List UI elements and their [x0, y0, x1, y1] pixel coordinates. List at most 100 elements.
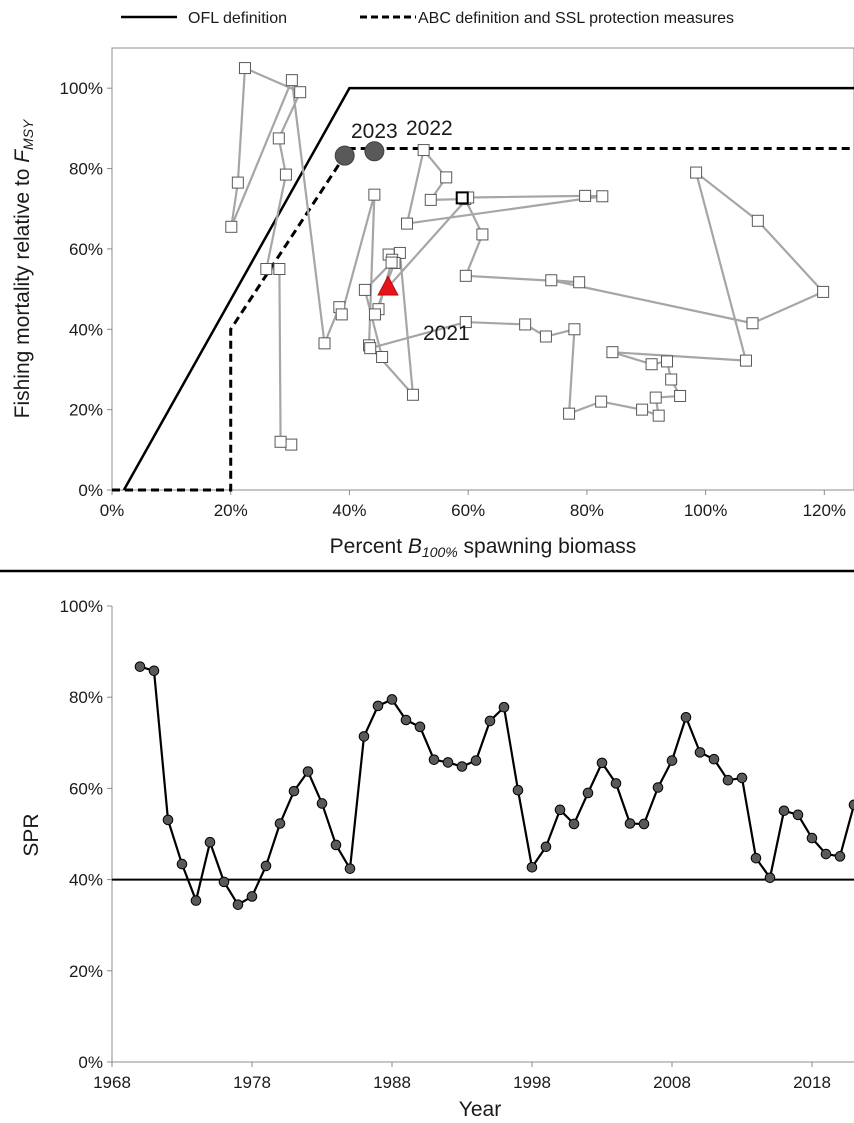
spr-point	[708, 753, 720, 765]
trajectory-point	[652, 409, 665, 422]
spr-series	[134, 661, 854, 910]
y-tick-label: 60%	[69, 779, 103, 798]
spr-point	[470, 755, 482, 766]
spr-point	[806, 832, 818, 844]
y-tick-label: 20%	[69, 962, 103, 981]
trajectory-point	[568, 323, 581, 336]
spr-x-axis-label: Year	[459, 1098, 501, 1121]
y-tick-label: 100%	[60, 597, 103, 616]
spr-point	[414, 721, 426, 733]
spr-point	[484, 715, 496, 727]
trajectory-point	[385, 256, 398, 269]
trajectory-point	[645, 358, 658, 371]
year-label-2021: 2021	[423, 322, 470, 345]
trajectory-point	[274, 435, 287, 448]
y-tick-label: 0%	[78, 481, 103, 500]
spr-ticks: 1968 1978 1988 1998 2008 2018 0% 20% 40% 60% 80% 10…	[60, 597, 831, 1092]
trajectory-point	[376, 350, 389, 363]
y-tick-label: 80%	[69, 160, 103, 179]
spr-point	[148, 665, 160, 677]
trajectory-point	[273, 263, 286, 275]
trajectory-point	[459, 269, 472, 282]
x-tick-label: 20%	[214, 501, 248, 520]
spr-point	[764, 872, 776, 884]
spr-point	[134, 661, 146, 672]
ofl-legend-label: OFL definition	[188, 10, 287, 27]
trajectory-point	[649, 391, 662, 404]
trajectory-point	[739, 354, 752, 367]
trajectory-point	[636, 403, 649, 416]
trajectory-point	[260, 263, 273, 275]
spr-point	[316, 798, 328, 809]
trajectory-point	[358, 283, 371, 296]
x-tick-label: 1978	[233, 1073, 271, 1092]
trajectory-point	[285, 74, 298, 87]
trajectory-point	[440, 171, 453, 184]
spr-point	[232, 899, 244, 910]
legend: OFL definition ABC definition and SSL pr…	[121, 10, 734, 27]
trajectory-point	[539, 330, 552, 343]
y-tick-label: 0%	[78, 1053, 103, 1072]
abc-line	[112, 146, 854, 492]
trajectory-point	[368, 308, 381, 321]
trajectory-point	[665, 373, 678, 386]
trajectory-point	[690, 166, 703, 179]
projection-point-2023	[334, 145, 355, 166]
phase-plane-axes	[111, 47, 854, 491]
spr-point	[246, 891, 258, 902]
x-tick-label: 80%	[570, 501, 604, 520]
spr-point	[218, 876, 230, 888]
phase-plane-chart: 0% 20% 40% 60% 80% 100% 120% 0% 20% 40% 60% 80% 100%…	[11, 47, 854, 560]
spr-point	[722, 774, 734, 786]
spr-point	[778, 805, 790, 817]
x-tick-label: 120%	[803, 501, 846, 520]
spr-line	[139, 665, 854, 906]
spr-point	[638, 818, 650, 830]
spr-point	[652, 782, 664, 793]
current-year-triangle	[377, 275, 399, 296]
spr-point	[680, 711, 692, 723]
y-tick-label: 60%	[69, 240, 103, 259]
trajectory-point	[335, 308, 348, 321]
x-tick-label: 0%	[100, 501, 125, 520]
spr-point	[400, 714, 412, 726]
spr-point	[820, 848, 832, 860]
spr-point	[540, 841, 552, 853]
x-tick-label: 1968	[93, 1073, 131, 1092]
projections	[334, 141, 399, 296]
spr-point	[344, 863, 356, 874]
abc-legend-label: ABC definition and SSL protection measur…	[418, 10, 734, 27]
trajectory-point	[318, 337, 331, 350]
trajectory-point	[401, 217, 414, 230]
x-tick-label: 40%	[332, 501, 366, 520]
spr-chart: 1968 1978 1988 1998 2008 2018 0% 20% 40% 60% 80% 10…	[20, 597, 854, 1121]
spr-point	[498, 701, 510, 713]
trajectory-point	[563, 407, 576, 420]
spr-point	[204, 836, 216, 848]
spr-point	[792, 809, 804, 821]
spr-point	[526, 861, 538, 873]
reference-lines	[112, 86, 854, 492]
trajectory-point	[406, 388, 419, 401]
projection-point-2022	[364, 141, 385, 162]
phase-plane-x-axis-label: Percent B100% spawning biomass	[330, 535, 637, 560]
phase-plane-plot-area	[111, 47, 854, 491]
x-tick-label: 2018	[793, 1073, 831, 1092]
spr-point	[512, 784, 524, 796]
y-tick-label: 100%	[60, 79, 103, 98]
x-tick-label: 1998	[513, 1073, 551, 1092]
trajectory-point	[817, 285, 830, 298]
x-tick-label: 2008	[653, 1073, 691, 1092]
spr-point	[456, 761, 468, 772]
x-tick-label: 60%	[451, 501, 485, 520]
trajectory	[225, 62, 830, 451]
trajectory-point	[285, 438, 298, 451]
spr-point	[596, 757, 608, 769]
spr-point	[666, 755, 678, 766]
trajectory-point	[751, 214, 764, 227]
phase-plane-ticks: 0% 20% 40% 60% 80% 100% 120% 0% 20% 40% 60% 80% 100%	[60, 79, 847, 520]
trajectory-point	[368, 188, 381, 201]
trajectory-point	[364, 342, 377, 355]
spr-point	[848, 799, 854, 811]
spr-point	[834, 851, 846, 862]
